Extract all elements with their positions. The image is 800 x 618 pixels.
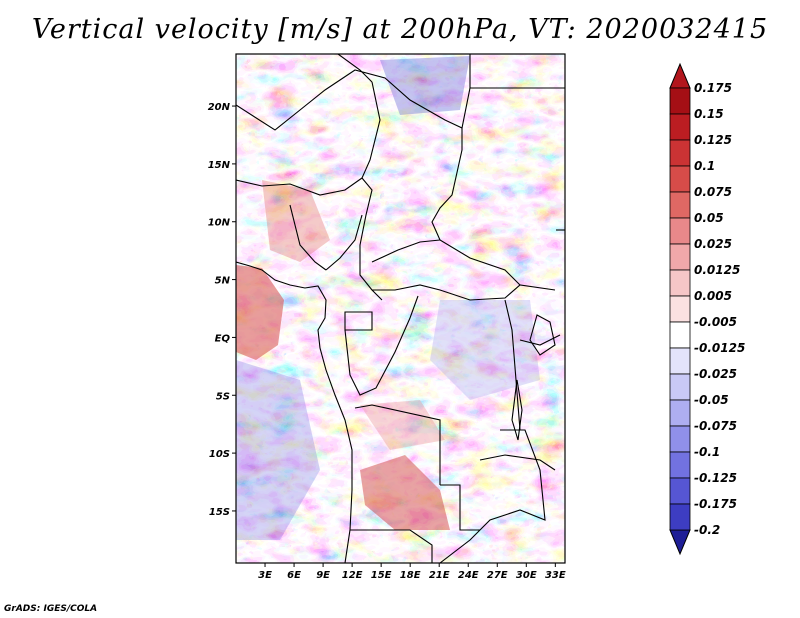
lat-tick-label: 10N bbox=[208, 218, 231, 229]
lon-tick-label: 3E bbox=[258, 570, 272, 581]
lon-tick-label: 12E bbox=[342, 570, 363, 581]
colorbar-swatch bbox=[669, 399, 691, 427]
colorbar-swatch bbox=[669, 295, 691, 323]
colorbar-swatch bbox=[669, 191, 691, 219]
lon-tick-label: 15E bbox=[371, 570, 392, 581]
colorbar-level-label: -0.175 bbox=[694, 497, 737, 511]
colorbar-level-label: 0.05 bbox=[694, 211, 724, 225]
colorbar-swatch bbox=[669, 347, 691, 375]
lat-tick-label: 10S bbox=[209, 449, 230, 460]
lat-tick-label: EQ bbox=[215, 333, 231, 344]
colorbar-level-label: -0.125 bbox=[694, 471, 737, 485]
colorbar-swatch bbox=[669, 243, 691, 271]
colorbar-level-label: 0.075 bbox=[694, 185, 732, 199]
map-frame bbox=[235, 53, 566, 564]
lon-tick-label: 9E bbox=[316, 570, 330, 581]
colorbar-top-arrow bbox=[669, 62, 691, 89]
lon-tick-label: 18E bbox=[400, 570, 421, 581]
colorbar-swatch bbox=[669, 269, 691, 297]
colorbar-level-label: 0.125 bbox=[694, 133, 732, 147]
grads-credit: GrADS: IGES/COLA bbox=[4, 604, 98, 614]
country-boundaries bbox=[236, 54, 565, 563]
colorbar-swatch bbox=[669, 451, 691, 479]
colorbar-level-label: 0.175 bbox=[694, 81, 732, 95]
colorbar-level-label: -0.1 bbox=[694, 445, 720, 459]
colorbar-swatch bbox=[669, 373, 691, 401]
colorbar: 0.175 0.15 0.125 0.1 0.075 0.05 0.025 0.0125 0.0… bbox=[669, 62, 745, 556]
lat-tick-label: 15N bbox=[208, 160, 231, 171]
lat-tick-label: 5S bbox=[216, 391, 230, 402]
colorbar-level-label: 0.025 bbox=[694, 237, 732, 251]
colorbar-swatch bbox=[669, 217, 691, 245]
colorbar-level-label: -0.005 bbox=[694, 315, 737, 329]
lon-tick-label: 33E bbox=[545, 570, 566, 581]
chart-title: Vertical velocity [m/s] at 200hPa, VT: 2… bbox=[31, 14, 769, 45]
colorbar-level-label: -0.0125 bbox=[694, 341, 745, 355]
colorbar-level-label: -0.075 bbox=[694, 419, 737, 433]
colorbar-level-label: -0.05 bbox=[694, 393, 729, 407]
colorbar-level-label: 0.15 bbox=[694, 107, 724, 121]
colorbar-swatch bbox=[669, 113, 691, 141]
colorbar-level-label: 0.005 bbox=[694, 289, 732, 303]
lat-tick-label: 5N bbox=[215, 276, 231, 287]
colorbar-swatch bbox=[669, 477, 691, 505]
colorbar-level-label: -0.025 bbox=[694, 367, 737, 381]
lon-tick-label: 27E bbox=[487, 570, 508, 581]
lon-tick-label: 6E bbox=[287, 570, 301, 581]
lon-tick-label: 30E bbox=[516, 570, 537, 581]
colorbar-bottom-arrow bbox=[669, 529, 691, 556]
vertical-velocity-field bbox=[236, 54, 565, 563]
latitude-axis: 20N 15N 10N 5N EQ 5S 10S 15S bbox=[208, 102, 236, 518]
colorbar-swatch bbox=[669, 425, 691, 453]
colorbar-swatch bbox=[669, 165, 691, 193]
colorbar-swatch bbox=[669, 503, 691, 531]
lon-tick-label: 21E bbox=[429, 570, 450, 581]
lon-tick-label: 24E bbox=[458, 570, 479, 581]
colorbar-level-label: 0.0125 bbox=[694, 263, 740, 277]
colorbar-level-label: -0.2 bbox=[694, 523, 720, 537]
longitude-axis: 3E 6E 9E 12E 15E 18E 21E 24E 27E 30E 33E bbox=[258, 563, 566, 581]
colorbar-swatch bbox=[669, 87, 691, 115]
lat-tick-label: 20N bbox=[208, 102, 231, 113]
colorbar-level-label: 0.1 bbox=[694, 159, 715, 173]
colorbar-swatch bbox=[669, 321, 691, 349]
colorbar-swatch bbox=[669, 139, 691, 167]
lat-tick-label: 15S bbox=[209, 507, 230, 518]
